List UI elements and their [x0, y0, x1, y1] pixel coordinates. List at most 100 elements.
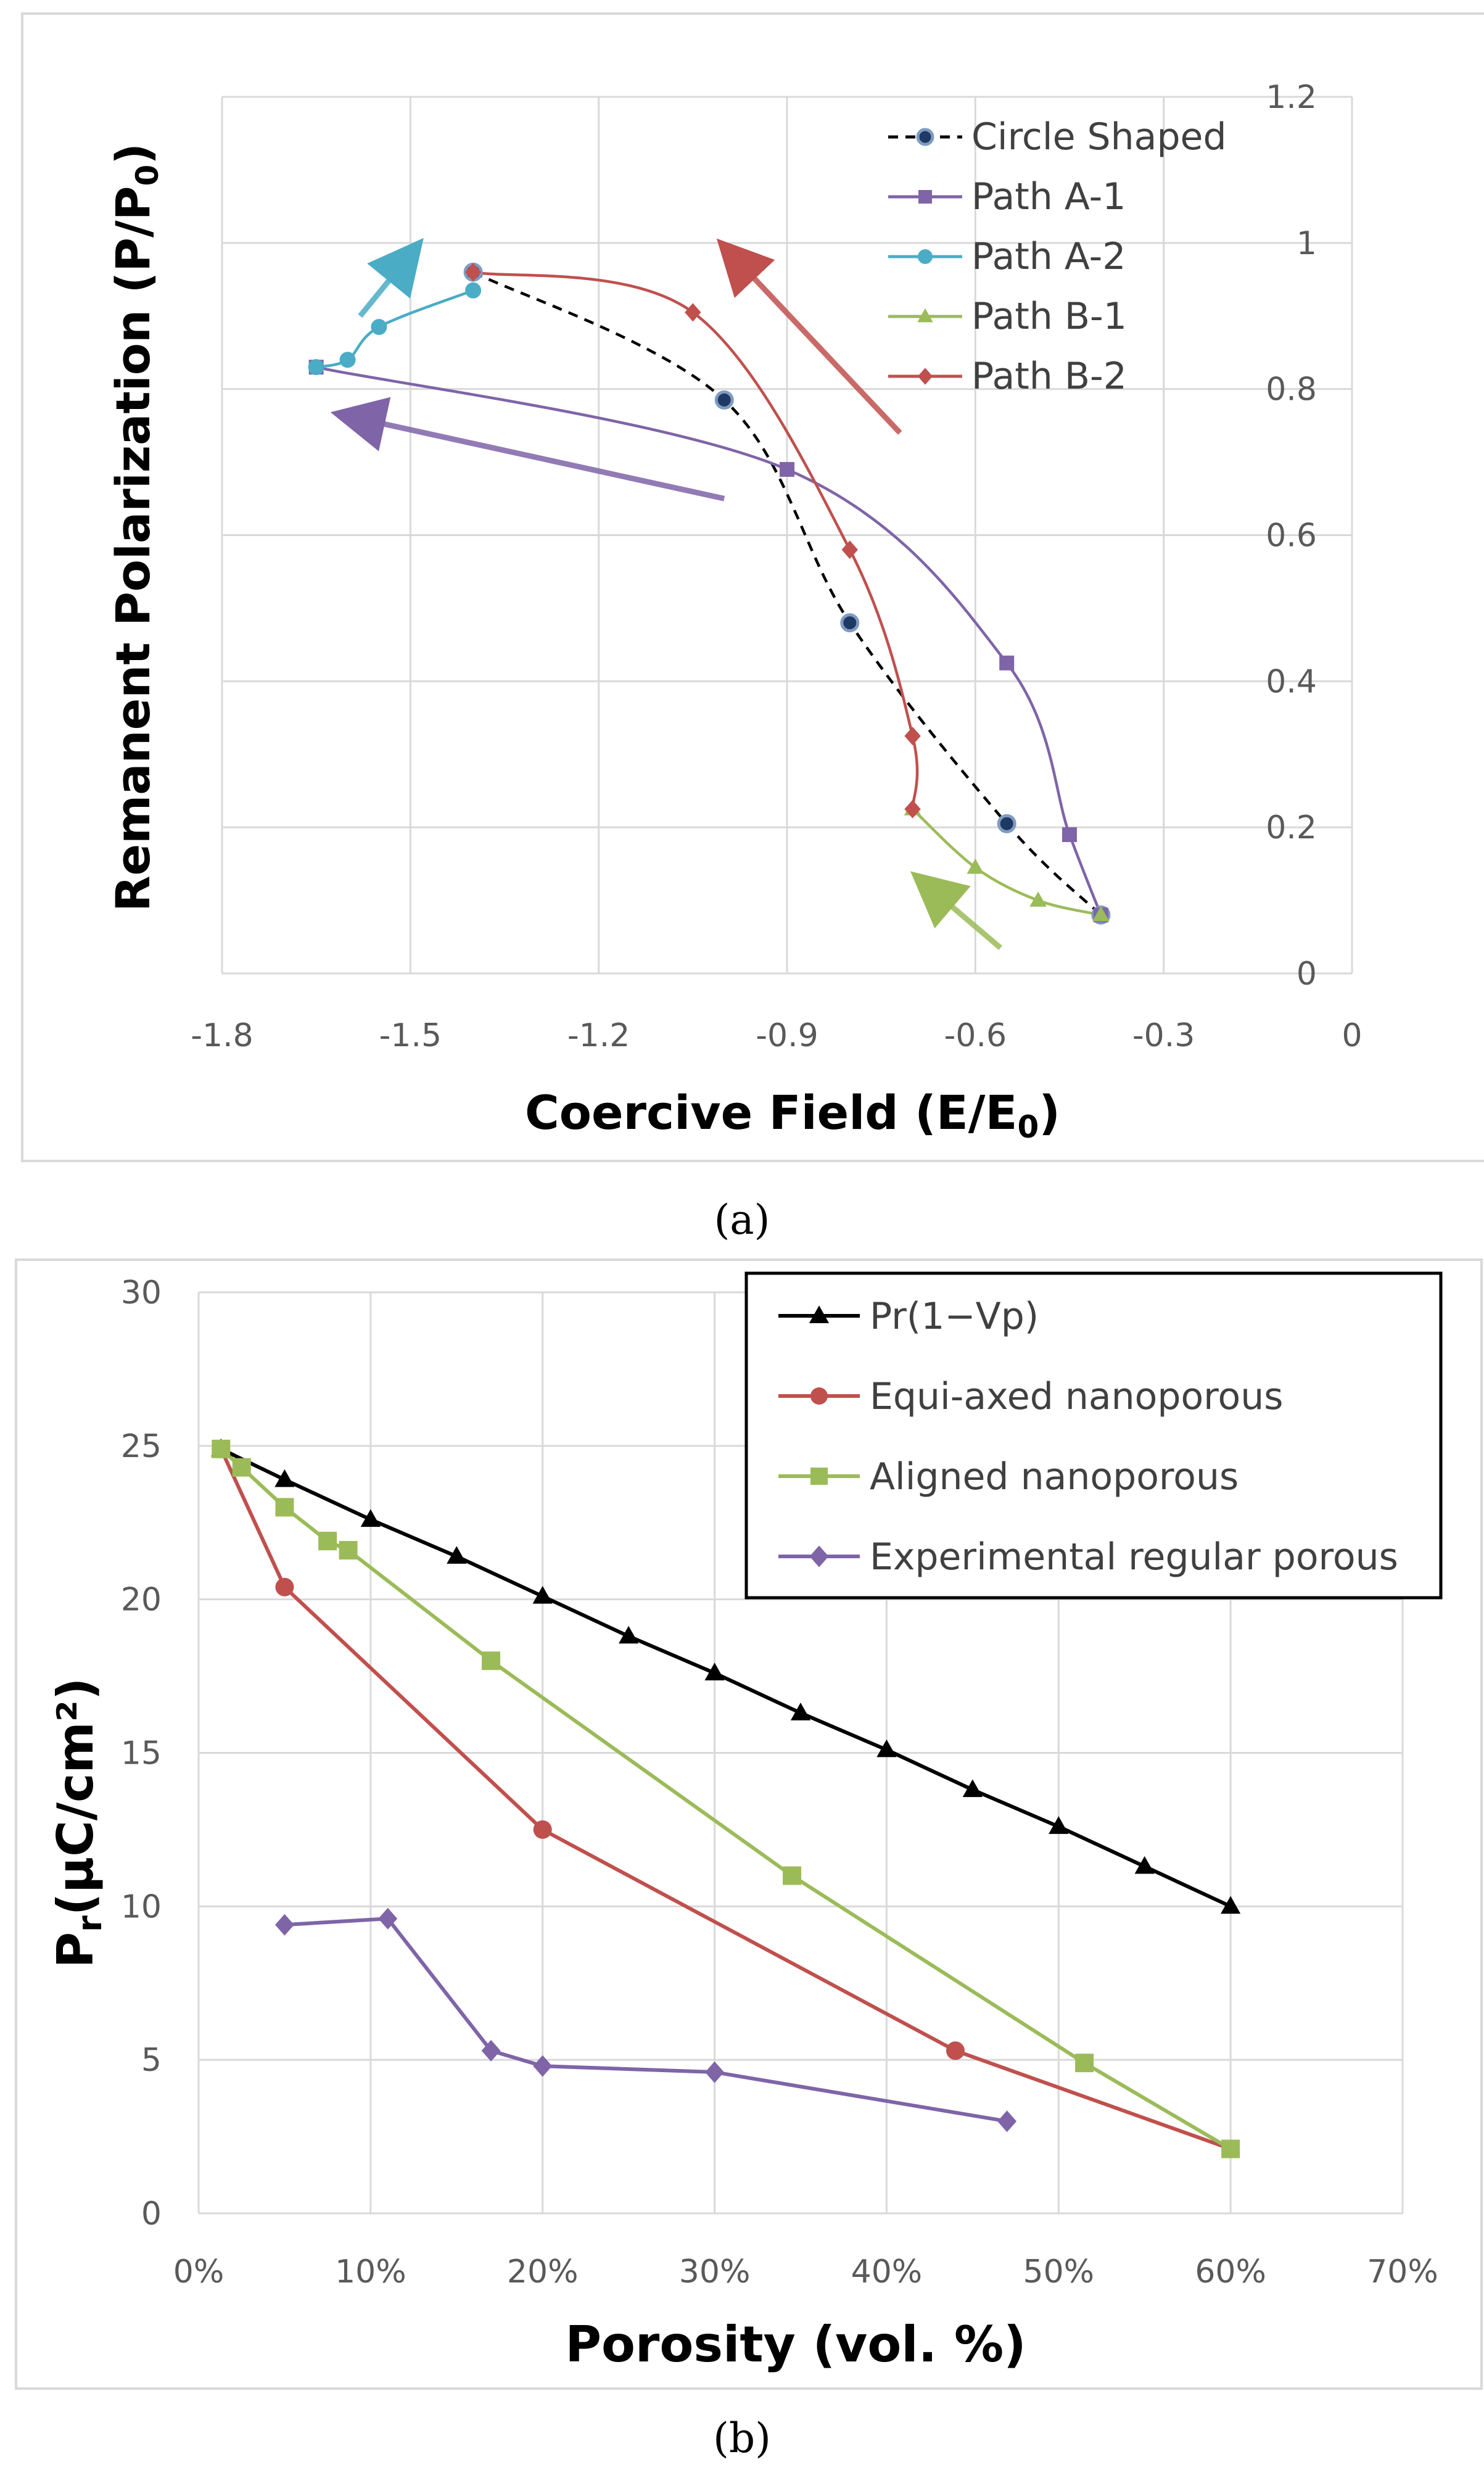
data-point-aligned-nanoporous: [1221, 2139, 1240, 2158]
data-point-path-b-2: [904, 727, 921, 746]
data-point-path-b-1: [1092, 906, 1110, 922]
data-point-pr-1-vp: [704, 1662, 725, 1681]
data-point-equi-axed-nanoporous: [946, 2041, 965, 2060]
panel-b-legend: Pr(1−Vp) Equi-axed nanoporous Aligned nano…: [744, 1271, 1443, 1600]
legend-marker-path-a-2: [918, 249, 933, 264]
legend-box: [744, 1271, 1443, 1600]
legend-label-circle-shaped: Circle Shaped: [971, 115, 1227, 159]
panel-a-label: (a): [714, 1196, 770, 1244]
data-point-path-a-2: [339, 352, 356, 368]
b-y-tick-label: 20: [121, 1582, 162, 1619]
legend-marker-pr-1-vp: [809, 1305, 830, 1323]
panel-a-arrows: [330, 238, 1002, 950]
a-y-tick-label: 0.2: [1266, 809, 1317, 846]
b-x-tick-label: 10%: [335, 2253, 406, 2290]
data-point-circle-shaped: [840, 613, 860, 633]
legend-marker-equi-axed-nanoporous: [810, 1387, 828, 1405]
legend-marker-experimental-regular-porous: [809, 1545, 829, 1568]
legend-marker-path-b-1: [917, 308, 933, 323]
data-point-path-a-2: [465, 282, 482, 299]
b-y-tick-label: 30: [121, 1274, 162, 1311]
data-point-pr-1-vp: [619, 1625, 639, 1644]
panel-a-y-axis-title: Remanent Polarization (P/P0): [105, 143, 165, 912]
data-point-path-a-1: [999, 655, 1015, 671]
legend-label-path-b-1: Path B-1: [971, 295, 1127, 338]
b-y-tick-label: 5: [141, 2042, 162, 2079]
panel-a: -1.8 -1.5 -1.2 -0.9 -0.6 -0.3 00 0.2 0.4 0.6 0.8 1 1…: [21, 12, 1484, 1162]
a-x-tick-label: -0.3: [1132, 1017, 1195, 1054]
data-point-pr-1-vp: [274, 1469, 295, 1487]
data-point-pr-1-vp: [1221, 1896, 1241, 1914]
data-point-experimental-regular-porous: [533, 2055, 553, 2077]
data-point-aligned-nanoporous: [1075, 2054, 1094, 2073]
data-point-path-b-2: [464, 263, 482, 282]
data-point-path-b-2: [685, 303, 701, 322]
a-y-tick-label: 1.2: [1266, 79, 1317, 116]
b-x-tick-label: 20%: [507, 2253, 579, 2290]
data-point-circle-shaped: [714, 390, 734, 410]
direction-arrow: [330, 397, 725, 502]
data-point-aligned-nanoporous: [339, 1541, 358, 1560]
a-y-tick-label: 1: [1296, 225, 1317, 262]
panel-b-label: (b): [713, 2414, 771, 2462]
data-point-circle-shaped: [997, 814, 1016, 833]
data-point-aligned-nanoporous: [318, 1532, 337, 1551]
legend-label-path-a-1: Path A-1: [971, 175, 1126, 218]
data-point-pr-1-vp: [962, 1779, 983, 1798]
data-point-aligned-nanoporous: [275, 1498, 294, 1517]
panel-b-x-axis-title: Porosity (vol. %): [565, 2316, 1026, 2373]
data-point-path-a-2: [371, 319, 387, 336]
data-point-pr-1-vp: [876, 1739, 897, 1758]
panel-a-tick-labels: -1.8 -1.5 -1.2 -0.9 -0.6 -0.3 00 0.2 0.4 0.6 0.8 1 1…: [191, 79, 1362, 1054]
data-point-aligned-nanoporous: [212, 1439, 231, 1458]
a-x-tick-label: -1.5: [379, 1017, 442, 1054]
b-x-tick-label: 50%: [1023, 2253, 1094, 2290]
legend-marker-circle-shaped: [916, 128, 934, 146]
b-x-tick-label: 30%: [679, 2253, 751, 2290]
a-y-tick-label: 0: [1296, 956, 1317, 993]
data-point-path-a-1: [1062, 827, 1077, 843]
a-x-tick-label: -1.2: [567, 1017, 630, 1054]
legend-marker-aligned-nanoporous: [810, 1468, 828, 1485]
data-point-experimental-regular-porous: [705, 2061, 724, 2083]
data-point-pr-1-vp: [360, 1509, 381, 1527]
legend-label-pr-1-vp: Pr(1−Vp): [870, 1295, 1039, 1338]
data-point-pr-1-vp: [447, 1546, 467, 1564]
data-point-pr-1-vp: [1134, 1856, 1155, 1874]
data-point-pr-1-vp: [790, 1703, 811, 1720]
series-line-path-b-1: [912, 808, 1102, 917]
legend-label-path-a-2: Path A-2: [971, 235, 1126, 278]
data-point-path-a-1: [780, 461, 794, 477]
legend-label-equi-axed-nanoporous: Equi-axed nanoporous: [870, 1375, 1284, 1418]
data-point-equi-axed-nanoporous: [275, 1577, 294, 1596]
b-x-tick-label: 70%: [1367, 2253, 1438, 2290]
b-x-tick-label: 0%: [173, 2253, 225, 2290]
a-x-tick-label: -0.9: [756, 1017, 818, 1054]
legend-marker-path-a-1: [918, 190, 932, 204]
panel-b-y-axis-title: Pr(μC/cm²): [47, 1677, 109, 1968]
panel-a-x-axis-title: Coercive Field (E/E0): [525, 1085, 1060, 1145]
a-x-tick-label: -1.8: [191, 1017, 253, 1054]
series-line-experimental-regular-porous: [284, 1917, 1008, 2123]
series-line-path-a-2: [316, 289, 474, 369]
direction-arrow: [910, 871, 1002, 950]
legend-label-path-b-2: Path B-2: [971, 355, 1127, 398]
b-y-tick-label: 15: [121, 1735, 162, 1772]
data-point-equi-axed-nanoporous: [533, 1820, 552, 1839]
data-point-path-b-1: [1029, 891, 1047, 907]
legend-label-aligned-nanoporous: Aligned nanoporous: [870, 1455, 1239, 1498]
data-point-experimental-regular-porous: [275, 1914, 294, 1936]
panel-a-series: [308, 262, 1111, 925]
data-point-pr-1-vp: [532, 1585, 553, 1604]
data-point-experimental-regular-porous: [997, 2110, 1017, 2133]
b-y-tick-label: 25: [121, 1428, 162, 1465]
legend-label-experimental-regular-porous: Experimental regular porous: [870, 1535, 1398, 1579]
b-x-tick-label: 40%: [851, 2253, 923, 2290]
panel-b: 0% 10% 20% 30% 40% 50% 60% 70% 0 5 10 15 20 25 30 Pr(1…: [15, 1258, 1483, 2390]
a-y-tick-label: 0.6: [1266, 518, 1317, 555]
b-y-tick-label: 10: [121, 1888, 162, 1925]
panel-a-legend: Circle Shaped Path A-1 Path A-2 Path B-1 Pat…: [888, 115, 1227, 398]
direction-arrow: [358, 238, 424, 318]
data-point-experimental-regular-porous: [378, 1907, 398, 1930]
